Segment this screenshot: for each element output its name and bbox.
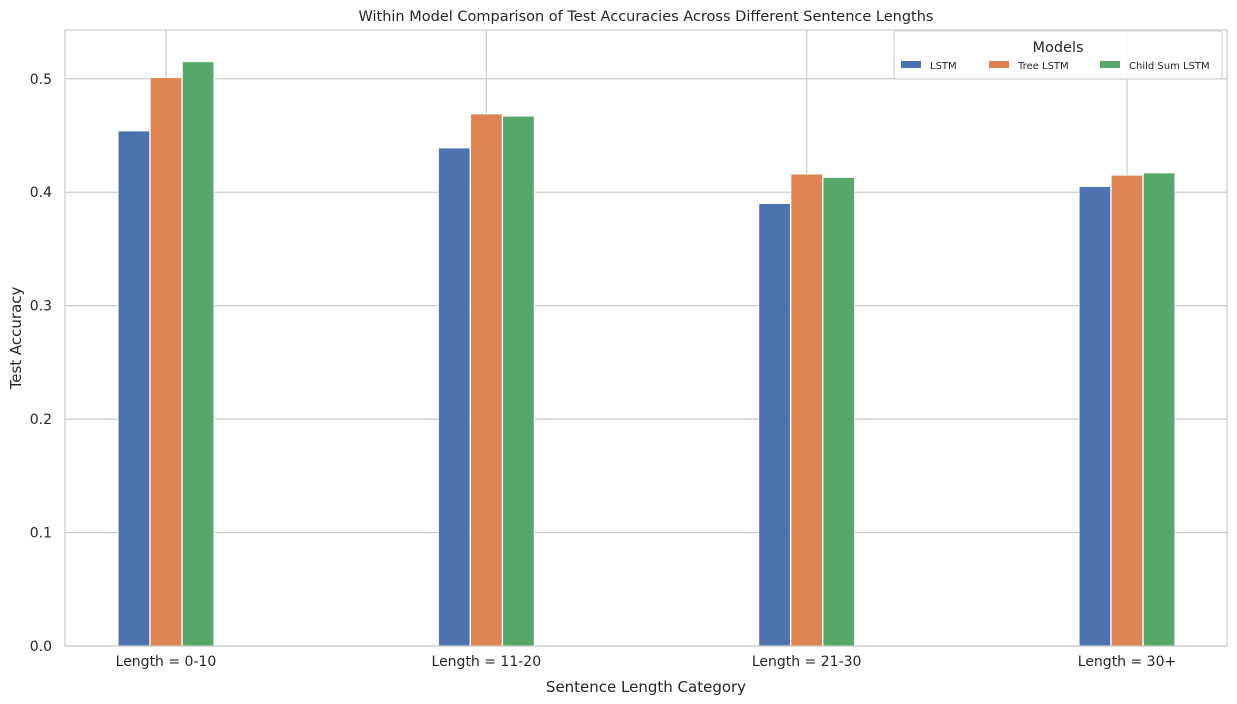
grid bbox=[65, 30, 1227, 647]
plot-frame bbox=[64, 29, 1228, 647]
bar-tree-lstm bbox=[470, 113, 503, 647]
ticks: 0.0 0.1 0.2 0.3 0.4 0.5 Length = 0-10 Length = … bbox=[30, 72, 1177, 670]
x-tick-label: Length = 30+ bbox=[1078, 654, 1176, 670]
bar-child-sum-lstm bbox=[1142, 172, 1176, 647]
x-tick-label: Length = 0-10 bbox=[116, 654, 217, 670]
y-axis-label: Test Accuracy bbox=[7, 286, 25, 390]
bar-child-sum-lstm bbox=[181, 61, 215, 647]
y-tick-label: 0.2 bbox=[30, 412, 52, 428]
legend-swatch bbox=[989, 61, 1009, 68]
bar-lstm bbox=[438, 147, 471, 647]
x-tick-label: Length = 21-30 bbox=[752, 654, 862, 670]
y-tick-label: 0.5 bbox=[30, 72, 52, 88]
legend: Models LSTM Tree LSTM Child Sum LSTM bbox=[893, 30, 1223, 80]
bar-child-sum-lstm bbox=[502, 115, 535, 647]
x-tick-label: Length = 11-20 bbox=[432, 654, 542, 670]
legend-swatch bbox=[901, 61, 921, 68]
bar-child-sum-lstm bbox=[822, 177, 855, 647]
bar-lstm bbox=[117, 130, 151, 647]
y-tick-label: 0.1 bbox=[30, 526, 52, 542]
bar-tree-lstm bbox=[149, 77, 183, 647]
x-axis-label: Sentence Length Category bbox=[546, 678, 746, 696]
legend-label: LSTM bbox=[930, 61, 957, 72]
bar-tree-lstm bbox=[790, 173, 823, 647]
legend-swatch bbox=[1100, 61, 1120, 68]
bar-lstm bbox=[1078, 186, 1112, 647]
y-tick-label: 0.3 bbox=[30, 299, 52, 315]
legend-label: Tree LSTM bbox=[1017, 61, 1069, 72]
legend-label: Child Sum LSTM bbox=[1129, 61, 1210, 72]
bar-tree-lstm bbox=[1110, 174, 1144, 647]
y-tick-label: 0.0 bbox=[30, 639, 52, 655]
bars bbox=[117, 61, 1176, 647]
bar-lstm bbox=[758, 203, 791, 647]
y-tick-label: 0.4 bbox=[30, 185, 52, 201]
legend-box bbox=[893, 30, 1223, 80]
legend-title: Models bbox=[1032, 40, 1083, 56]
chart-title: Within Model Comparison of Test Accuraci… bbox=[358, 9, 933, 25]
legend-entries: LSTM Tree LSTM Child Sum LSTM bbox=[901, 61, 1210, 72]
